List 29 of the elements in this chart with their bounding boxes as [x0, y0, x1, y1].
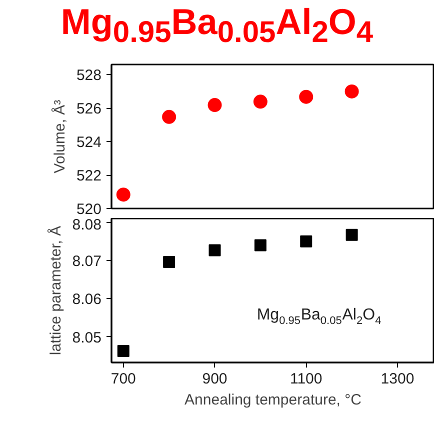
- y-tick-label: 8.06: [72, 291, 102, 308]
- point: [300, 235, 312, 248]
- point: [346, 228, 358, 241]
- point: [163, 256, 176, 268]
- point: [117, 345, 130, 358]
- point: [344, 84, 359, 98]
- y-tick-label: 8.07: [72, 253, 102, 270]
- y-tick-label: 8.08: [72, 216, 102, 234]
- x-tick-label: 700: [110, 370, 136, 388]
- point: [208, 98, 222, 112]
- chart-title: Mg$_{0.95}$Ba$_{0.05}$Al$_{2}$O$_{4}$: [60, 0, 374, 52]
- y-tick-label: 524: [76, 134, 102, 152]
- x-tick-label: 1300: [380, 370, 414, 388]
- x-axis-title: Annealing temperature, °C: [184, 392, 362, 408]
- point: [254, 239, 266, 252]
- y-tick-label: 526: [76, 100, 102, 118]
- y-tick-label: 520: [76, 201, 102, 218]
- y-tick-label: 528: [76, 67, 102, 84]
- y-axis-title: Volume, Å³: [50, 100, 68, 174]
- y-tick-label: 522: [76, 168, 102, 185]
- y-axis-title: lattice parameter, Å: [46, 226, 64, 356]
- point: [299, 90, 314, 104]
- x-tick-label: 1100: [290, 370, 322, 388]
- point: [208, 244, 221, 256]
- x-tick-label: 900: [202, 370, 228, 388]
- point: [253, 94, 268, 109]
- point: [116, 188, 130, 202]
- point: [162, 110, 176, 124]
- y-tick-label: 8.05: [72, 329, 102, 346]
